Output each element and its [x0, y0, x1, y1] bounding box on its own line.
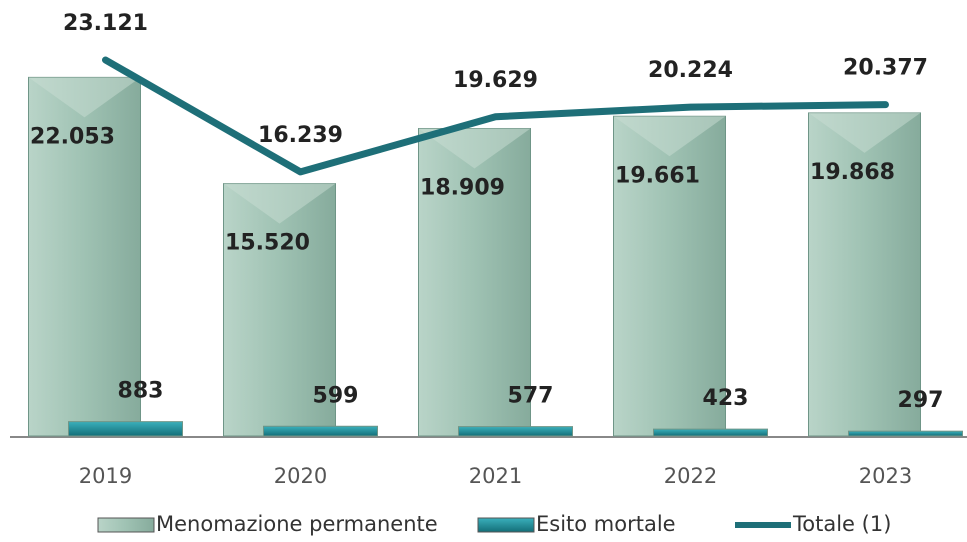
bar [653, 428, 768, 437]
bar [263, 425, 378, 437]
value-label: 19.629 [453, 68, 538, 93]
bar [808, 112, 921, 437]
value-label: 23.121 [63, 11, 148, 36]
bar [613, 115, 726, 437]
value-label: 577 [508, 384, 554, 409]
value-label: 297 [898, 388, 944, 413]
bar-bevel [418, 128, 531, 169]
value-label: 19.661 [615, 163, 700, 188]
bar-bevel [28, 77, 141, 118]
value-label: 20.377 [843, 56, 928, 81]
x-tick-label: 2023 [859, 464, 912, 488]
bar-bevel [808, 112, 921, 153]
value-label: 423 [703, 386, 749, 411]
x-tick-label: 2020 [274, 464, 327, 488]
x-tick-label: 2022 [664, 464, 717, 488]
bar [68, 421, 183, 437]
x-tick-label: 2021 [469, 464, 522, 488]
value-label: 22.053 [30, 124, 115, 149]
x-tick-label: 2019 [79, 464, 132, 488]
value-label: 599 [313, 383, 359, 408]
value-label: 19.868 [810, 160, 895, 185]
legend-swatch [97, 517, 155, 533]
value-label: 20.224 [648, 58, 733, 83]
legend-label: Menomazione permanente [156, 512, 438, 536]
legend-label: Esito mortale [536, 512, 676, 536]
bar [418, 127, 531, 437]
bar-bevel [223, 183, 336, 224]
bar-bevel [613, 116, 726, 157]
legend-swatch [477, 517, 535, 533]
value-label: 883 [118, 379, 164, 404]
legend-label: Totale (1) [792, 512, 891, 536]
line [102, 56, 889, 176]
value-label: 16.239 [258, 123, 343, 148]
bar [848, 430, 963, 437]
value-label: 18.909 [420, 175, 505, 200]
bar [458, 426, 573, 437]
value-label: 15.520 [225, 231, 310, 256]
